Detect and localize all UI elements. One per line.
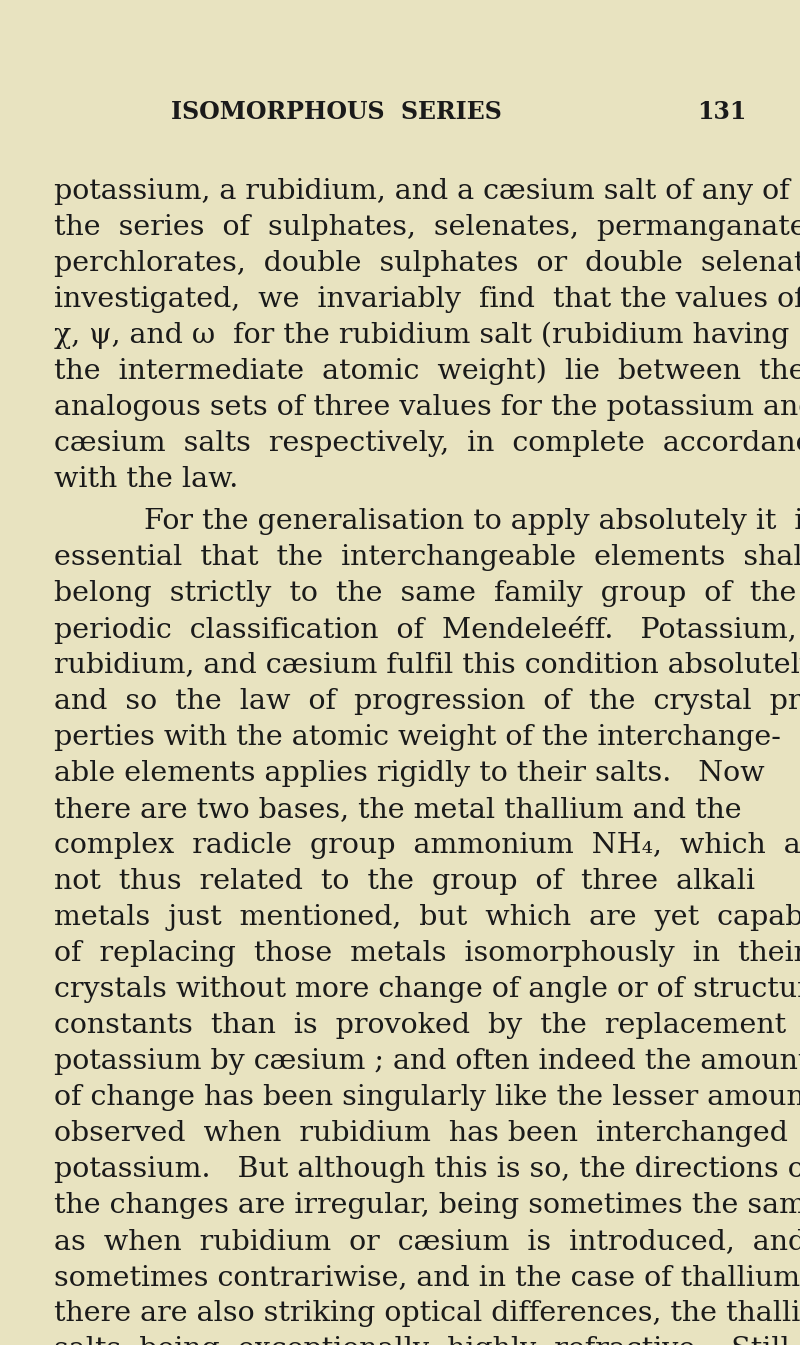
Text: 131: 131: [697, 100, 746, 124]
Text: constants  than  is  provoked  by  the  replacement  of: constants than is provoked by the replac…: [54, 1013, 800, 1040]
Text: belong  strictly  to  the  same  family  group  of  the: belong strictly to the same family group…: [54, 581, 796, 608]
Text: with the law.: with the law.: [54, 465, 238, 494]
Text: sometimes contrariwise, and in the case of thallium: sometimes contrariwise, and in the case …: [54, 1264, 800, 1291]
Text: there are also striking optical differences, the thallium: there are also striking optical differen…: [54, 1301, 800, 1328]
Text: ISOMORPHOUS  SERIES: ISOMORPHOUS SERIES: [170, 100, 502, 124]
Text: essential  that  the  interchangeable  elements  shall: essential that the interchangeable eleme…: [54, 545, 800, 572]
Text: of  replacing  those  metals  isomorphously  in  their: of replacing those metals isomorphously …: [54, 940, 800, 967]
Text: cæsium  salts  respectively,  in  complete  accordance: cæsium salts respectively, in complete a…: [54, 430, 800, 457]
Text: potassium by cæsium ; and often indeed the amount: potassium by cæsium ; and often indeed t…: [54, 1049, 800, 1076]
Text: potassium.   But although this is so, the directions of: potassium. But although this is so, the …: [54, 1157, 800, 1184]
Text: For the generalisation to apply absolutely it  is: For the generalisation to apply absolute…: [144, 508, 800, 535]
Text: there are two bases, the metal thallium and the: there are two bases, the metal thallium …: [54, 796, 742, 823]
Text: rubidium, and cæsium fulfil this condition absolutely,: rubidium, and cæsium fulfil this conditi…: [54, 652, 800, 679]
Text: potassium, a rubidium, and a cæsium salt of any of: potassium, a rubidium, and a cæsium salt…: [54, 178, 790, 204]
Text: able elements applies rigidly to their salts.   Now: able elements applies rigidly to their s…: [54, 760, 765, 787]
Text: as  when  rubidium  or  cæsium  is  introduced,  and: as when rubidium or cæsium is introduced…: [54, 1228, 800, 1255]
Text: the  series  of  sulphates,  selenates,  permanganates,: the series of sulphates, selenates, perm…: [54, 214, 800, 241]
Text: observed  when  rubidium  has been  interchanged  for: observed when rubidium has been intercha…: [54, 1120, 800, 1147]
Text: periodic  classification  of  Mendeleéff.   Potassium,: periodic classification of Mendeleéff. …: [54, 616, 797, 644]
Text: complex  radicle  group  ammonium  NH₄,  which  are: complex radicle group ammonium NH₄, whic…: [54, 833, 800, 859]
Text: crystals without more change of angle or of structural: crystals without more change of angle or…: [54, 976, 800, 1003]
Text: salts  being  exceptionally  highly  refractive.   Still,: salts being exceptionally highly refract…: [54, 1337, 798, 1345]
Text: not  thus  related  to  the  group  of  three  alkali: not thus related to the group of three a…: [54, 869, 755, 896]
Text: the changes are irregular, being sometimes the same: the changes are irregular, being sometim…: [54, 1193, 800, 1220]
Text: perchlorates,  double  sulphates  or  double  selenates: perchlorates, double sulphates or double…: [54, 250, 800, 277]
Text: the  intermediate  atomic  weight)  lie  between  the: the intermediate atomic weight) lie betw…: [54, 358, 800, 386]
Text: and  so  the  law  of  progression  of  the  crystal  pro-: and so the law of progression of the cry…: [54, 689, 800, 716]
Text: perties with the atomic weight of the interchange-: perties with the atomic weight of the in…: [54, 725, 781, 752]
Text: analogous sets of three values for the potassium and: analogous sets of three values for the p…: [54, 394, 800, 421]
Text: metals  just  mentioned,  but  which  are  yet  capable: metals just mentioned, but which are yet…: [54, 904, 800, 932]
Text: investigated,  we  invariably  find  that the values of: investigated, we invariably find that th…: [54, 286, 800, 313]
Text: χ, ψ, and ω  for the rubidium salt (rubidium having: χ, ψ, and ω for the rubidium salt (rubid…: [54, 321, 790, 350]
Text: of change has been singularly like the lesser amount: of change has been singularly like the l…: [54, 1084, 800, 1111]
